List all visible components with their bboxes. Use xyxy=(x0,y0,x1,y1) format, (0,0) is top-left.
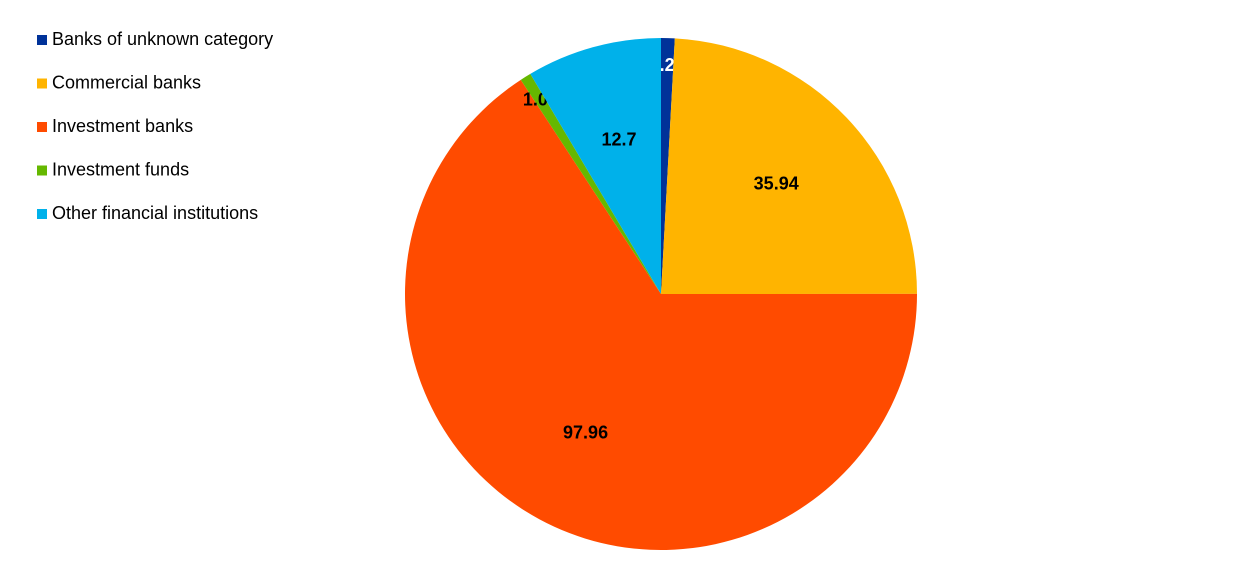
legend-label: Other financial institutions xyxy=(52,203,258,223)
pie-slice xyxy=(520,73,661,294)
legend-swatch xyxy=(37,35,47,45)
legend-swatch xyxy=(37,209,47,219)
legend-label: Banks of unknown category xyxy=(52,29,273,49)
data-label: 97.96 xyxy=(563,422,608,442)
legend-swatch xyxy=(37,78,47,89)
legend-label: Investment funds xyxy=(52,159,189,179)
pie-slice xyxy=(530,38,661,294)
pie-slice xyxy=(661,38,917,294)
data-label: 12.7 xyxy=(601,130,636,150)
data-label: 35.94 xyxy=(754,174,799,194)
legend-swatch xyxy=(37,122,47,132)
legend-label: Commercial banks xyxy=(52,72,201,92)
legend-label: Investment banks xyxy=(52,116,193,136)
legend-swatch xyxy=(37,165,47,176)
pie-slice xyxy=(661,38,675,294)
pie-slice xyxy=(404,79,917,551)
